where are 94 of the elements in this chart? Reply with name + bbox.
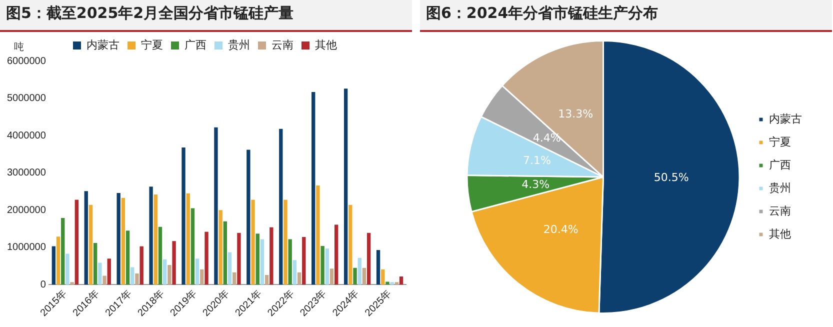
bar (232, 272, 236, 285)
bar (381, 269, 385, 285)
bar (334, 224, 338, 285)
bar (70, 282, 74, 285)
bar (394, 282, 399, 285)
bar (130, 267, 134, 285)
legend-label: 广西 (184, 38, 206, 52)
bar (256, 234, 260, 285)
bar (74, 200, 78, 285)
bar (66, 254, 70, 285)
bar (88, 204, 93, 285)
bar (149, 186, 153, 285)
bar (348, 204, 352, 285)
legend-label: 内蒙古 (86, 38, 120, 52)
bar (260, 239, 264, 285)
bar (84, 191, 88, 285)
bar (330, 268, 334, 285)
legend-label: 云南 (272, 38, 294, 52)
bar (251, 200, 255, 285)
bar (158, 226, 162, 285)
bar (312, 92, 316, 285)
legend-label: 其他 (315, 38, 337, 52)
bar (163, 259, 167, 285)
bar (246, 150, 250, 285)
bar (172, 241, 176, 285)
legend-label: 宁夏 (141, 38, 163, 52)
y-tick-label: 5000000 (6, 93, 46, 104)
bar (320, 246, 324, 285)
bar (190, 208, 195, 285)
bar (284, 200, 288, 285)
bar (223, 221, 228, 285)
bar (288, 239, 292, 285)
y-axis-title: 吨 (14, 40, 24, 54)
bar (390, 282, 394, 285)
bar (61, 218, 65, 285)
bar (56, 236, 60, 285)
bar (358, 258, 362, 285)
bar (302, 236, 306, 285)
bar (399, 276, 404, 285)
data-label: 13.3% (558, 108, 594, 121)
bar (344, 88, 348, 285)
bar (140, 246, 144, 285)
bar (195, 258, 200, 285)
legend-label: 宁夏 (769, 136, 791, 149)
bar (316, 186, 320, 285)
bar (297, 272, 302, 285)
bar (107, 258, 111, 285)
bar (93, 242, 98, 285)
data-label: 50.5% (654, 170, 689, 184)
bar (204, 232, 208, 285)
bar (228, 252, 232, 285)
data-label: 4.4% (532, 132, 561, 145)
bar (362, 268, 366, 285)
y-tick-label: 4000000 (6, 130, 46, 142)
y-tick-label: 2000000 (6, 204, 46, 216)
legend-label: 贵州 (228, 38, 250, 52)
bar (121, 198, 126, 285)
bar (214, 127, 218, 285)
bar (353, 268, 357, 285)
bar (154, 194, 158, 285)
bar (182, 148, 186, 285)
bar (200, 269, 204, 285)
bar (98, 262, 102, 285)
y-tick-label: 6000000 (6, 56, 46, 67)
bar (270, 227, 274, 285)
data-label: 20.4% (543, 223, 578, 236)
bar (376, 250, 380, 285)
legend-label: 广西 (769, 158, 791, 172)
y-tick-label: 3000000 (6, 168, 46, 179)
chart-title: 图5：截至2025年2月全国分省市锰硅产量 (0, 0, 412, 32)
data-label: 7.1% (523, 154, 551, 167)
bar (325, 248, 329, 285)
bar (237, 232, 241, 285)
bar (116, 192, 120, 285)
bar (292, 260, 297, 285)
y-tick-label: 0 (40, 279, 46, 290)
bar (186, 193, 190, 285)
bar (386, 282, 390, 285)
bar (264, 275, 269, 285)
data-label: 4.3% (522, 178, 550, 192)
bar (366, 232, 371, 285)
bar (52, 246, 56, 285)
legend-label: 内蒙古 (769, 112, 802, 126)
bar (135, 274, 139, 285)
legend-label: 云南 (769, 204, 791, 218)
bar (126, 230, 130, 285)
y-tick-label: 1000000 (6, 242, 46, 254)
legend-label: 贵州 (769, 182, 791, 195)
legend-label: 其他 (769, 228, 791, 241)
bar (279, 128, 283, 285)
bar (102, 276, 106, 285)
bar (218, 210, 222, 285)
bar (168, 264, 172, 285)
chart-title: 图6：2024年分省市锰硅生产分布 (420, 0, 832, 32)
